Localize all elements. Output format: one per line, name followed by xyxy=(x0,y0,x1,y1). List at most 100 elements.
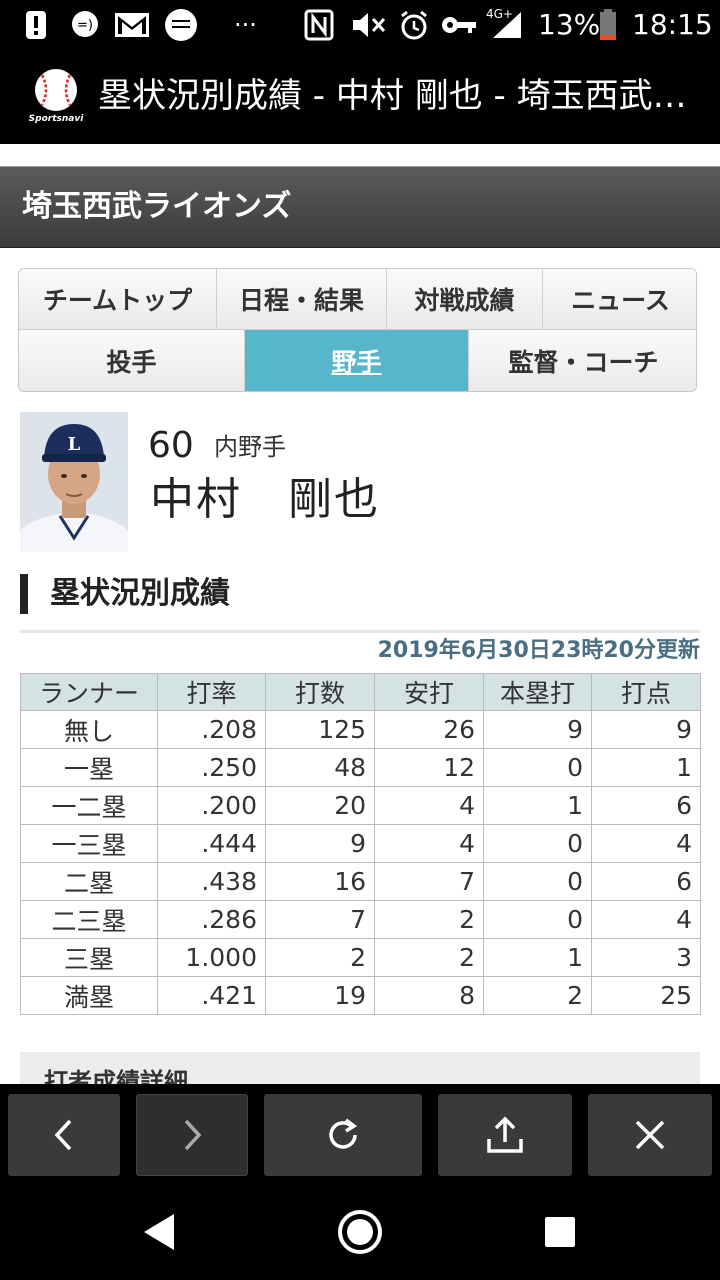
tab-fielders[interactable]: 野手 xyxy=(245,330,469,391)
gmail-icon xyxy=(114,8,150,42)
cell-avg: .421 xyxy=(157,976,266,1015)
system-recents-button[interactable] xyxy=(528,1200,592,1264)
back-triangle-icon xyxy=(144,1214,174,1250)
clock: 18:15 xyxy=(632,8,713,41)
reload-button[interactable] xyxy=(264,1094,422,1176)
signal-icon xyxy=(490,8,524,42)
cell-runner: 二三塁 xyxy=(20,900,158,939)
system-home-button[interactable] xyxy=(328,1200,392,1264)
close-tab-button[interactable] xyxy=(588,1094,712,1176)
cell-rbi: 3 xyxy=(591,938,701,977)
cell-home-runs: 1 xyxy=(483,938,592,977)
cell-at-bats: 7 xyxy=(265,900,375,939)
cell-hits: 4 xyxy=(374,824,484,863)
cell-at-bats: 16 xyxy=(265,862,375,901)
key-icon xyxy=(440,8,478,42)
browser-title-bar: Sportsnavi 塁状況別成績 - 中村 剛也 - 埼玉西武… xyxy=(0,50,720,144)
cell-hits: 12 xyxy=(374,748,484,787)
table-row: 一塁 .250 48 12 0 1 xyxy=(20,748,701,787)
table-row: 一二塁 .200 20 4 1 6 xyxy=(20,786,701,825)
header-runner: ランナー xyxy=(20,673,158,711)
cell-avg: .438 xyxy=(157,862,266,901)
cell-rbi: 9 xyxy=(591,710,701,749)
header-avg: 打率 xyxy=(157,673,266,711)
cell-hits: 7 xyxy=(374,862,484,901)
player-name: 中村 剛也 xyxy=(150,474,380,525)
cell-avg: .444 xyxy=(157,824,266,863)
recents-square-icon xyxy=(545,1217,575,1247)
tab-manager-coaches[interactable]: 監督・コーチ xyxy=(469,330,696,391)
cell-home-runs: 2 xyxy=(483,976,592,1015)
cell-at-bats: 125 xyxy=(265,710,375,749)
tab-news[interactable]: ニュース xyxy=(543,269,696,330)
cell-hits: 2 xyxy=(374,938,484,977)
table-row: 二三塁 .286 7 2 0 4 xyxy=(20,900,701,939)
cell-runner: 二塁 xyxy=(20,862,158,901)
alert-icon xyxy=(22,8,50,42)
more-dots-icon: ··· xyxy=(234,11,257,39)
browser-toolbar xyxy=(0,1084,720,1184)
forward-icon xyxy=(184,1119,202,1151)
cell-runner: 三塁 xyxy=(20,938,158,977)
cell-hits: 8 xyxy=(374,976,484,1015)
nfc-icon xyxy=(302,8,336,42)
cell-rbi: 4 xyxy=(591,824,701,863)
section-heading-bar xyxy=(20,574,28,614)
cell-runner: 満塁 xyxy=(20,976,158,1015)
cell-at-bats: 48 xyxy=(265,748,375,787)
header-home-runs: 本塁打 xyxy=(483,673,592,711)
cell-avg: .286 xyxy=(157,900,266,939)
status-bar: =) ··· 4G+ 13% 18:15 xyxy=(0,0,720,50)
cell-avg: 1.000 xyxy=(157,938,266,977)
tab-schedule-results[interactable]: 日程・結果 xyxy=(217,269,387,330)
back-button[interactable] xyxy=(8,1094,120,1176)
team-nav: チームトップ 日程・結果 対戦成績 ニュース 投手 野手 監督・コーチ xyxy=(18,268,697,392)
cell-runner: 一二塁 xyxy=(20,786,158,825)
sportsnavi-logo[interactable]: Sportsnavi xyxy=(28,66,84,126)
cell-at-bats: 20 xyxy=(265,786,375,825)
table-row: 無し .208 125 26 9 9 xyxy=(20,710,701,749)
runner-situation-stats-table: ランナー 打率 打数 安打 本塁打 打点 無し .208 125 26 9 9 … xyxy=(20,673,701,1015)
messenger-icon: =) xyxy=(68,8,102,42)
alarm-icon xyxy=(398,8,430,42)
cell-rbi: 4 xyxy=(591,900,701,939)
svg-text:=): =) xyxy=(77,18,93,33)
table-row: 三塁 1.000 2 2 1 3 xyxy=(20,938,701,977)
cell-home-runs: 0 xyxy=(483,862,592,901)
cell-at-bats: 2 xyxy=(265,938,375,977)
updated-timestamp: 2019年6月30日23時20分更新 xyxy=(377,638,700,663)
forward-button[interactable] xyxy=(136,1094,248,1176)
cell-home-runs: 9 xyxy=(483,710,592,749)
tab-matchup-stats[interactable]: 対戦成績 xyxy=(387,269,543,330)
cell-hits: 4 xyxy=(374,786,484,825)
home-circle-icon xyxy=(338,1210,382,1254)
player-photo: L xyxy=(20,412,128,552)
page-title: 塁状況別成績 - 中村 剛也 - 埼玉西武… xyxy=(98,76,687,116)
header-at-bats: 打数 xyxy=(265,673,375,711)
back-icon xyxy=(54,1119,72,1151)
cell-avg: .200 xyxy=(157,786,266,825)
section-title: 塁状況別成績 xyxy=(50,576,230,611)
logo-text: Sportsnavi xyxy=(28,114,84,124)
cell-rbi: 25 xyxy=(591,976,701,1015)
cell-avg: .250 xyxy=(157,748,266,787)
cell-rbi: 6 xyxy=(591,786,701,825)
tab-pitchers[interactable]: 投手 xyxy=(19,330,245,391)
share-button[interactable] xyxy=(438,1094,572,1176)
mute-icon xyxy=(350,8,388,42)
system-back-button[interactable] xyxy=(128,1200,192,1264)
cell-at-bats: 19 xyxy=(265,976,375,1015)
reload-icon xyxy=(329,1118,358,1149)
section-heading: 塁状況別成績 xyxy=(20,572,700,633)
tab-team-top[interactable]: チームトップ xyxy=(19,269,217,330)
android-nav-bar xyxy=(0,1184,720,1280)
cell-hits: 26 xyxy=(374,710,484,749)
app-icon xyxy=(162,8,200,42)
cell-rbi: 6 xyxy=(591,862,701,901)
player-position: 内野手 xyxy=(214,433,286,461)
cell-home-runs: 1 xyxy=(483,786,592,825)
team-header: 埼玉西武ライオンズ xyxy=(0,166,720,248)
team-name: 埼玉西武ライオンズ xyxy=(22,189,292,224)
cell-home-runs: 0 xyxy=(483,748,592,787)
header-hits: 安打 xyxy=(374,673,484,711)
